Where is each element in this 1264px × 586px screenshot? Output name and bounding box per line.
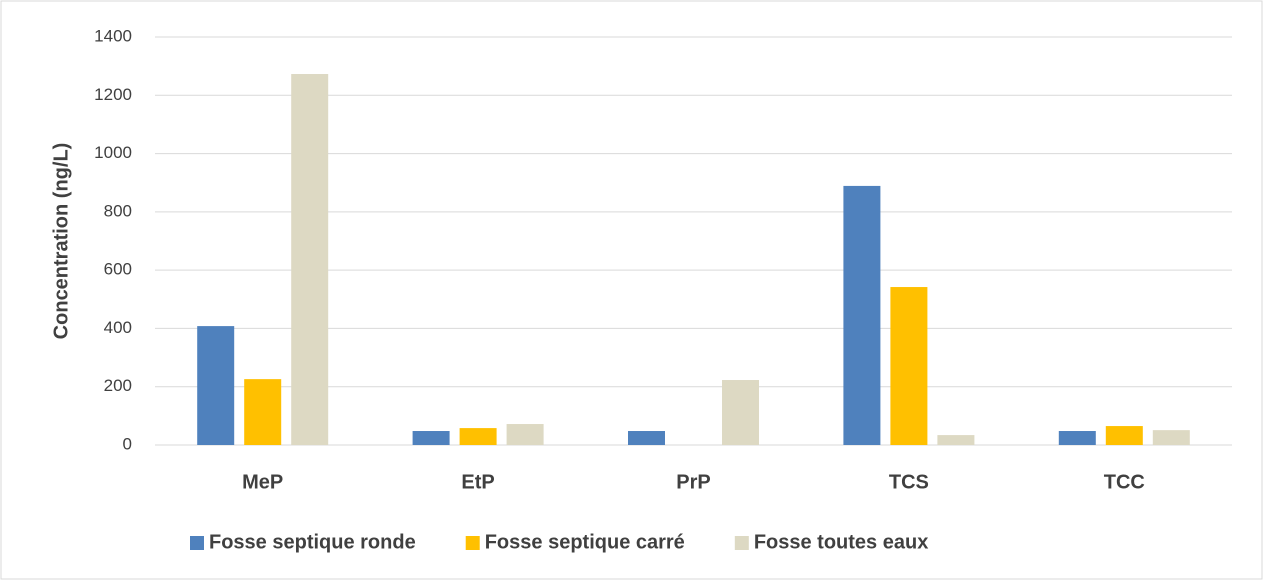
bar <box>722 380 759 445</box>
x-tick-label: EtP <box>461 471 494 493</box>
bar <box>291 74 329 446</box>
legend-swatch <box>465 536 480 550</box>
y-tick-label: 0 <box>123 434 132 453</box>
bar <box>244 379 282 445</box>
y-tick-label: 1200 <box>94 85 132 104</box>
legend-swatch <box>190 536 204 550</box>
legend-label: Fosse toutes eaux <box>754 531 929 553</box>
bar <box>459 428 497 445</box>
legend-label: Fosse septique carré <box>485 531 685 553</box>
bar <box>890 287 928 445</box>
y-tick-label: 1000 <box>94 143 132 162</box>
x-tick-label: TCS <box>889 471 929 493</box>
y-axis-label: Concentration (ng/L) <box>50 143 72 340</box>
y-tick-label: 800 <box>104 201 132 220</box>
bar <box>628 431 665 445</box>
x-tick-label: MeP <box>242 471 283 493</box>
y-tick-label: 400 <box>104 318 132 337</box>
x-tick-label: TCC <box>1104 471 1145 493</box>
bar <box>937 435 975 445</box>
bar <box>843 185 881 446</box>
bar <box>1152 430 1190 445</box>
y-tick-label: 1400 <box>94 26 132 45</box>
x-tick-label: PrP <box>676 471 710 493</box>
y-tick-label: 200 <box>104 376 132 395</box>
bar <box>506 424 544 445</box>
legend-label: Fosse septique ronde <box>209 531 416 553</box>
bar <box>412 431 450 445</box>
bar <box>1105 426 1143 445</box>
y-tick-label: 600 <box>104 260 132 279</box>
legend-swatch <box>734 536 749 550</box>
bar <box>197 326 235 445</box>
bar <box>1058 431 1096 445</box>
